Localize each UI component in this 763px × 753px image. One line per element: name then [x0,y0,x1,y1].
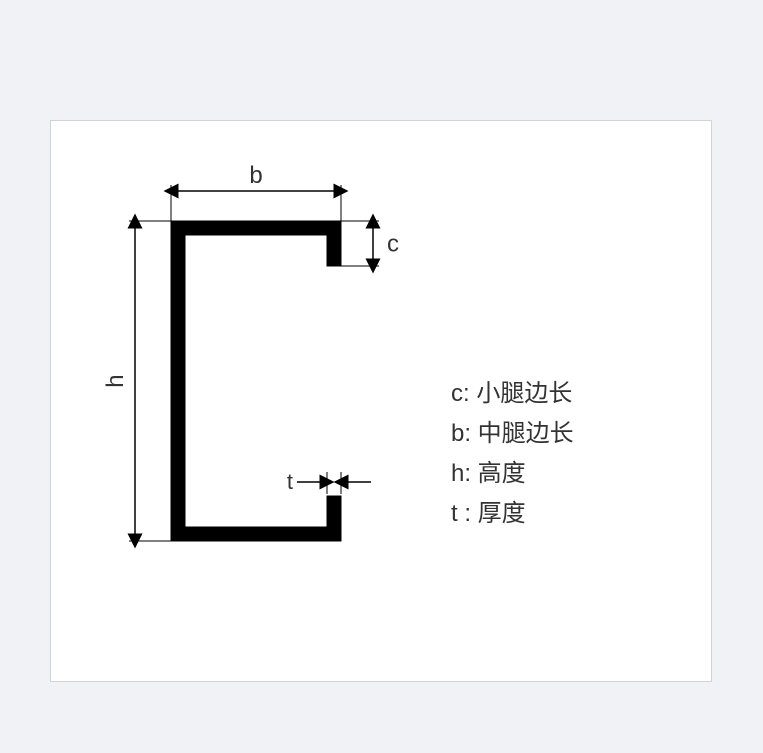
dim-b-label: b [249,162,262,189]
legend-c: c: 小腿边长 [451,380,572,407]
dim-t-label: t [287,469,293,494]
diagram-svg-container: b c h t c: 小腿边长 b: 中腿边长 h: 高度 t : 厚度 [51,121,711,681]
c-section-diagram: b c h t c: 小腿边长 b: 中腿边长 h: 高度 t : 厚度 [51,121,711,681]
legend-t: t : 厚度 [451,500,526,527]
dim-c-label: c [387,231,399,258]
diagram-panel: b c h t c: 小腿边长 b: 中腿边长 h: 高度 t : 厚度 [50,120,712,682]
legend-b: b: 中腿边长 [451,420,574,447]
dim-h-label: h [102,374,129,387]
legend-h: h: 高度 [451,460,526,487]
c-profile [171,221,341,541]
